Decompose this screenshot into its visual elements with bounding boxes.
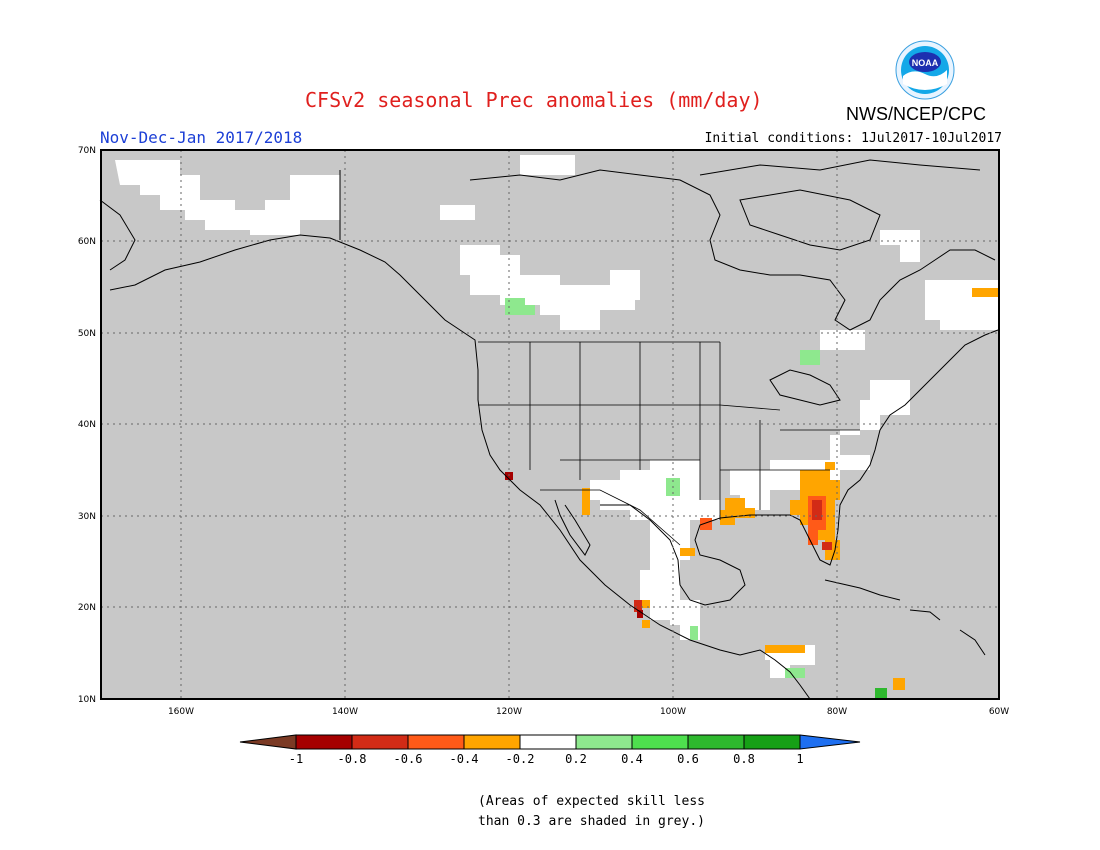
skill-note: (Areas of expected skill less than 0.3 a… [478,792,705,832]
legend-label: -1 [289,752,303,766]
legend-arrow-right [799,734,861,750]
legend-label: -0.4 [450,752,479,766]
noaa-logo: NOAA [895,40,955,100]
legend-swatch [631,734,689,750]
legend-label: -0.6 [394,752,423,766]
legend-labels: -1 -0.8 -0.6 -0.4 -0.2 0.2 0.4 0.6 0.8 1 [289,752,804,766]
state-boundaries [478,341,860,546]
lon-label: 160W [168,707,194,717]
map-title: CFSv2 seasonal Prec anomalies (mm/day) [305,88,763,112]
lon-label: 80W [827,707,847,717]
legend-swatch [351,734,409,750]
skill-note-line: (Areas of expected skill less [478,794,705,809]
wet-anomaly-moderate [875,688,887,698]
legend-label: 0.4 [621,752,643,766]
map-frame [100,149,1000,700]
legend-swatch [407,734,465,750]
lat-label: 60N [78,237,96,247]
lon-label: 120W [496,707,522,717]
svg-text:NOAA: NOAA [912,58,939,68]
legend-label: 1 [796,752,803,766]
legend-label: 0.2 [565,752,587,766]
legend-label: -0.8 [338,752,367,766]
legend-label: 0.6 [677,752,699,766]
legend-label: -0.2 [506,752,535,766]
latitude-labels: 70N 60N 50N 40N 30N 20N 10N [78,146,96,705]
skill-note-line: than 0.3 are shaded in grey.) [478,814,705,829]
coastlines [99,159,999,700]
forecast-period: Nov-Dec-Jan 2017/2018 [100,128,303,147]
longitude-labels: 160W 140W 120W 100W 80W 60W [168,707,1009,717]
legend-label: 0.8 [733,752,755,766]
legend-arrow-left [239,734,297,750]
legend-swatch [687,734,745,750]
legend-swatch [575,734,633,750]
lat-label: 40N [78,420,96,430]
legend-swatch [519,734,577,750]
gridlines [101,150,999,699]
map-background [101,150,999,699]
initial-conditions: Initial conditions: 1Jul2017-10Jul2017 [704,131,1002,146]
color-legend [239,734,861,750]
legend-swatch [463,734,521,750]
lat-label: 20N [78,603,96,613]
lat-label: 10N [78,695,96,705]
lat-label: 30N [78,512,96,522]
legend-swatch [295,734,353,750]
legend-swatch [743,734,801,750]
agency-label: NWS/NCEP/CPC [846,104,987,124]
lat-label: 50N [78,329,96,339]
lat-label: 70N [78,146,96,156]
lon-label: 60W [989,707,1009,717]
lon-label: 100W [660,707,686,717]
lon-label: 140W [332,707,358,717]
